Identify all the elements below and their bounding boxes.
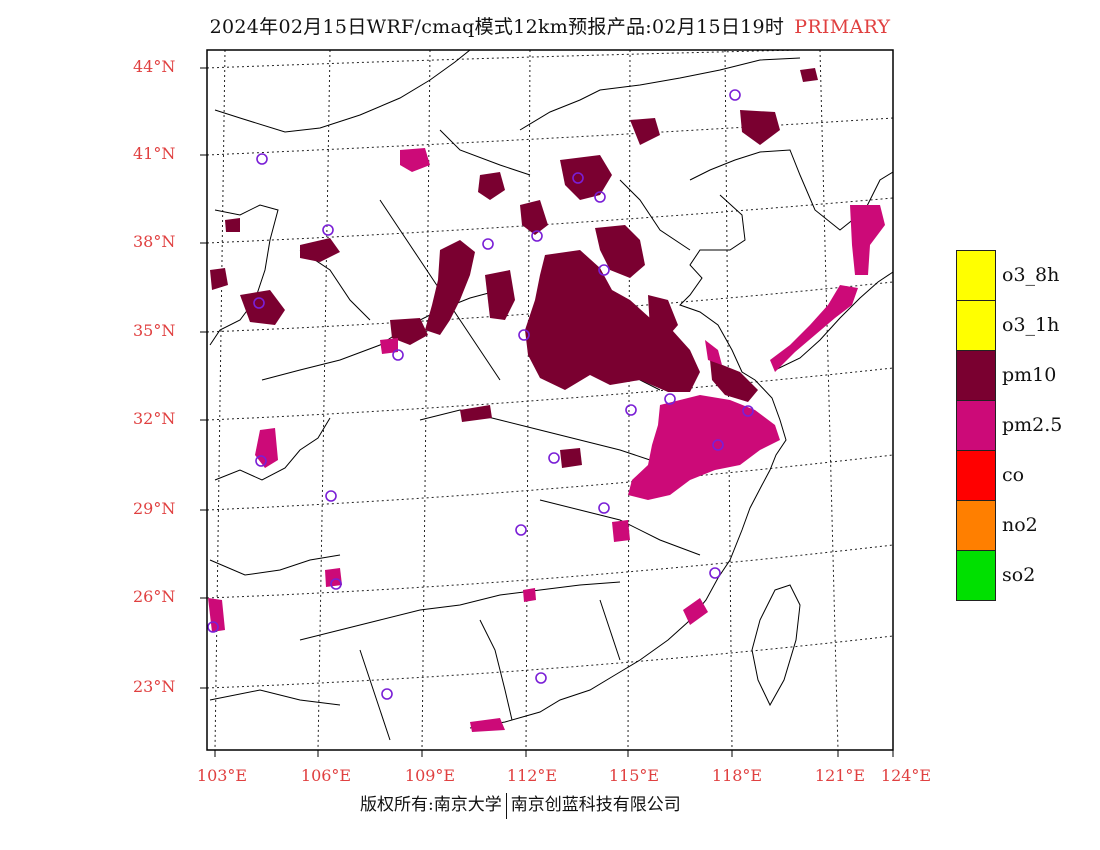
lon-label-121: 121°E: [814, 766, 866, 785]
copyright-left: 版权所有:南京大学: [360, 795, 502, 815]
lat-label-35: 35°N: [133, 321, 176, 340]
lon-label-118: 118°E: [711, 766, 763, 785]
legend-label: no2: [1002, 514, 1038, 536]
lon-label-112: 112°E: [506, 766, 558, 785]
map-ticks: [200, 67, 894, 757]
footer-separator: [505, 792, 507, 819]
legend-label: so2: [1002, 564, 1036, 586]
lon-label-106: 106°E: [300, 766, 352, 785]
title-main: 2024年02月15日WRF/cmaq模式12km预报产品:02月15日19时: [209, 16, 785, 38]
legend-swatch: [956, 350, 996, 401]
lat-label-29: 29°N: [133, 499, 176, 518]
map-frame: [206, 49, 894, 751]
legend-swatch: [956, 300, 996, 351]
legend-swatch: [956, 250, 996, 301]
copyright-right: 南京创蓝科技有限公司: [510, 795, 681, 815]
legend-label: o3_1h: [1002, 314, 1060, 336]
lat-label-26: 26°N: [133, 587, 176, 606]
graticule: [207, 50, 893, 750]
pm25-areas: [208, 148, 885, 732]
lat-label-41: 41°N: [133, 144, 176, 163]
boundaries: [209, 50, 893, 741]
legend-label: pm2.5: [1002, 414, 1063, 436]
legend-swatch: [956, 500, 996, 551]
map-title: 2024年02月15日WRF/cmaq模式12km预报产品:02月15日19时 P…: [0, 12, 1100, 39]
station-markers: [207, 89, 754, 700]
legend-swatch: [956, 450, 996, 501]
lat-label-44: 44°N: [133, 57, 176, 76]
legend-label: co: [1002, 464, 1025, 486]
legend-label: pm10: [1002, 364, 1057, 386]
lat-label-32: 32°N: [133, 409, 176, 428]
lon-label-103: 103°E: [196, 766, 248, 785]
lat-label-38: 38°N: [133, 232, 176, 251]
legend-label: o3_8h: [1002, 264, 1060, 286]
title-tag: PRIMARY: [794, 16, 891, 38]
legend-swatch: [956, 400, 996, 451]
lon-label-124: 124°E: [880, 766, 932, 785]
pm10-areas: [210, 68, 818, 468]
copyright-footer: 版权所有:南京大学 南京创蓝科技有限公司: [360, 790, 681, 819]
lon-label-109: 109°E: [404, 766, 456, 785]
lon-label-115: 115°E: [608, 766, 660, 785]
lat-label-23: 23°N: [133, 677, 176, 696]
legend-swatch: [956, 550, 996, 601]
